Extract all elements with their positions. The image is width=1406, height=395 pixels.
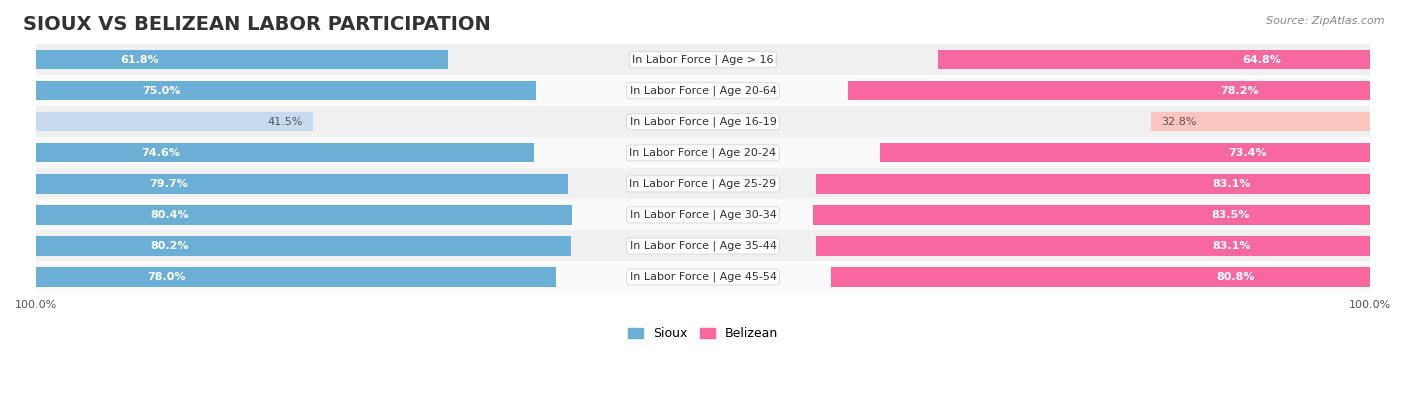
Text: SIOUX VS BELIZEAN LABOR PARTICIPATION: SIOUX VS BELIZEAN LABOR PARTICIPATION [22, 15, 491, 34]
Bar [37, 199, 1369, 230]
Bar [37, 261, 1369, 293]
Text: In Labor Force | Age 30-34: In Labor Force | Age 30-34 [630, 210, 776, 220]
Text: In Labor Force | Age 35-44: In Labor Force | Age 35-44 [630, 241, 776, 251]
Bar [37, 230, 1369, 261]
Text: In Labor Force | Age 20-24: In Labor Force | Age 20-24 [630, 148, 776, 158]
Bar [815, 174, 1369, 194]
Bar [37, 174, 568, 194]
Text: 32.8%: 32.8% [1161, 117, 1197, 127]
Bar [938, 50, 1369, 70]
Text: 78.2%: 78.2% [1220, 86, 1258, 96]
Text: 64.8%: 64.8% [1243, 55, 1281, 65]
Bar [831, 267, 1369, 287]
Bar [37, 205, 572, 224]
Bar [37, 44, 1369, 75]
Bar [815, 236, 1369, 256]
Text: In Labor Force | Age 25-29: In Labor Force | Age 25-29 [630, 179, 776, 189]
Text: In Labor Force | Age > 16: In Labor Force | Age > 16 [633, 55, 773, 65]
Text: 74.6%: 74.6% [141, 148, 180, 158]
Text: 83.1%: 83.1% [1212, 241, 1250, 251]
Legend: Sioux, Belizean: Sioux, Belizean [623, 322, 783, 345]
Bar [848, 81, 1369, 100]
Bar [37, 236, 571, 256]
Bar [880, 143, 1369, 162]
Text: 80.4%: 80.4% [150, 210, 190, 220]
Bar [37, 267, 557, 287]
Text: 83.1%: 83.1% [1212, 179, 1250, 189]
Bar [37, 168, 1369, 199]
Text: 80.2%: 80.2% [150, 241, 188, 251]
Bar [37, 112, 314, 132]
Text: 83.5%: 83.5% [1212, 210, 1250, 220]
Text: 79.7%: 79.7% [149, 179, 188, 189]
Text: 78.0%: 78.0% [146, 272, 186, 282]
Bar [37, 106, 1369, 137]
Text: 75.0%: 75.0% [142, 86, 180, 96]
Text: Source: ZipAtlas.com: Source: ZipAtlas.com [1267, 16, 1385, 26]
Bar [37, 75, 1369, 106]
Text: In Labor Force | Age 20-64: In Labor Force | Age 20-64 [630, 86, 776, 96]
Text: 61.8%: 61.8% [120, 55, 159, 65]
Bar [37, 50, 449, 70]
Bar [813, 205, 1369, 224]
Text: In Labor Force | Age 16-19: In Labor Force | Age 16-19 [630, 117, 776, 127]
Text: 41.5%: 41.5% [267, 117, 302, 127]
Bar [37, 81, 536, 100]
Text: In Labor Force | Age 45-54: In Labor Force | Age 45-54 [630, 272, 776, 282]
Text: 80.8%: 80.8% [1216, 272, 1254, 282]
Bar [37, 137, 1369, 168]
Bar [37, 143, 534, 162]
Bar [1152, 112, 1369, 132]
Text: 73.4%: 73.4% [1229, 148, 1267, 158]
